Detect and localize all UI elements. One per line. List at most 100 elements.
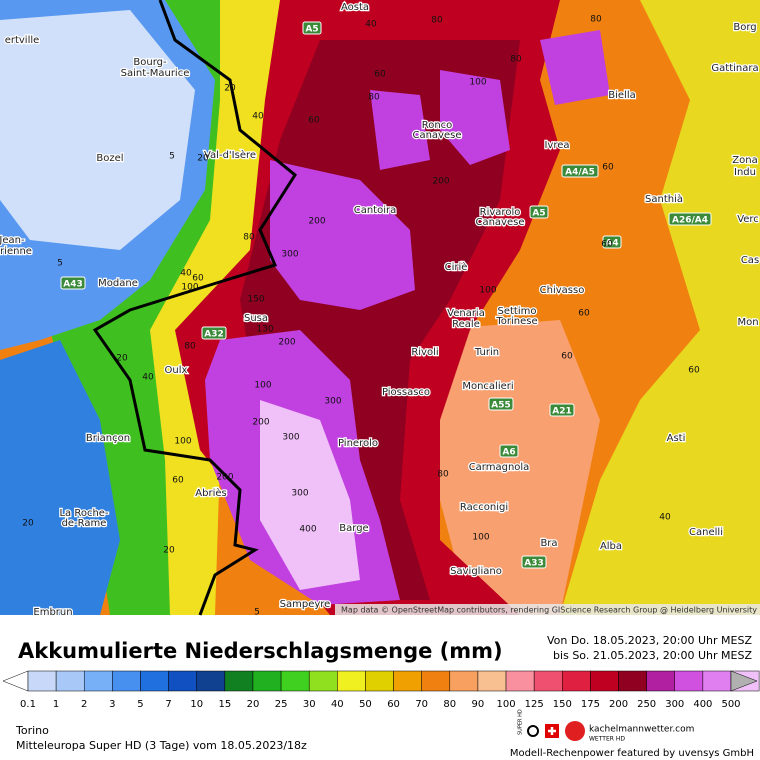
road-shield <box>561 164 599 178</box>
place-label: Biella <box>608 90 635 101</box>
place-label: Reale <box>452 319 480 330</box>
place-label: Val-d'Isère <box>204 149 256 161</box>
place-label: Chivasso <box>540 285 585 296</box>
legend-label: 5 <box>137 699 143 710</box>
attribution: Map data © OpenStreetMap contributors, r… <box>341 606 757 615</box>
road-shield <box>529 205 549 219</box>
place-label: Sampeyre <box>280 599 331 610</box>
yellow-zone <box>560 0 760 615</box>
contour-label: 80 <box>368 93 380 103</box>
contour-label: 80 <box>243 233 255 243</box>
place-label: Borg <box>733 22 756 33</box>
road-shield <box>302 21 322 35</box>
place-label: Turin <box>474 347 499 358</box>
road-label: A21 <box>552 407 572 417</box>
place-label: Bozel <box>96 153 123 164</box>
legend-label: 30 <box>303 699 316 710</box>
road-label: A5 <box>532 209 545 219</box>
salmon-zone <box>430 320 600 615</box>
contour-label: 200 <box>252 418 269 428</box>
contour-label: 20 <box>22 519 34 529</box>
contour-label: 40 <box>252 112 264 122</box>
road-shield <box>668 212 712 226</box>
place-label: Verc <box>737 214 759 225</box>
purple-blob <box>540 30 610 105</box>
place-label: Piossasco <box>382 387 430 398</box>
contour-label: 5 <box>254 608 260 618</box>
legend-label: 200 <box>609 699 628 710</box>
legend-swatch <box>224 670 254 692</box>
place-label: Ronco <box>422 120 453 131</box>
legend-swatch <box>646 670 676 692</box>
place-label: Mon <box>737 317 758 328</box>
road-label: A55 <box>491 401 511 411</box>
brand: kachelmannwetter.com <box>589 725 694 735</box>
place-label: Embrun <box>33 607 72 618</box>
place-label: Aosta <box>341 2 369 13</box>
place-label: Asti <box>667 433 686 444</box>
legend-label: 80 <box>443 699 456 710</box>
contour-label: 20 <box>116 354 128 364</box>
place-label: Rivoli <box>411 347 438 358</box>
model-run: Mitteleuropa Super HD (3 Tage) vom 18.05… <box>16 739 307 752</box>
contour-label: 80 <box>184 342 196 352</box>
contour-label: 100 <box>181 283 198 293</box>
super-hd: SUPER HD <box>518 709 524 735</box>
lightpurple-blob <box>260 400 360 590</box>
place-label: Saint-Maurice <box>121 68 190 79</box>
road-shield <box>521 555 547 569</box>
contour-label: 60 <box>602 163 614 173</box>
legend-label: 1 <box>53 699 59 710</box>
legend-label: 250 <box>637 699 656 710</box>
swiss-cross <box>548 727 556 735</box>
place-label: Savigliano <box>450 566 502 577</box>
contour-label: 150 <box>247 295 264 305</box>
legend-label: 500 <box>721 699 740 710</box>
road-shield <box>488 397 514 411</box>
contour-label: 60 <box>561 352 573 362</box>
contour-label: 200 <box>278 338 295 348</box>
road-shield <box>602 235 622 249</box>
contour-label: 80 <box>437 470 449 480</box>
place-label: Ivrea <box>544 140 569 151</box>
legend-swatch <box>337 670 366 692</box>
legend-swatch <box>112 670 141 692</box>
place-label: Moncalieri <box>462 381 513 392</box>
legend-swatch <box>83 670 113 692</box>
place-label: Settimo <box>498 306 537 317</box>
contour-label: 80 <box>510 55 522 65</box>
place-label: Zona <box>732 155 757 166</box>
contour-label: 200 <box>308 217 325 227</box>
legend-swatch <box>674 670 704 692</box>
attribution-bg <box>335 604 760 615</box>
legend-swatch <box>533 670 563 692</box>
contour-label: 100 <box>479 286 496 296</box>
road-label: A4/A5 <box>565 168 595 178</box>
road-label: A33 <box>524 559 544 569</box>
road-label: A6 <box>502 448 515 458</box>
contour-label: 60 <box>374 70 386 80</box>
road-label: A5 <box>305 25 318 35</box>
place-label: Indu <box>734 167 756 178</box>
place-label: Susa <box>244 313 268 324</box>
contour-label: 60 <box>688 366 700 376</box>
legend-label: 20 <box>247 699 260 710</box>
lightblue-zone <box>0 10 195 250</box>
legend-label: 3 <box>109 699 115 710</box>
legend-arrow-right <box>730 670 758 692</box>
contour-label: 200 <box>432 177 449 187</box>
place-label: Ciriè <box>445 261 468 273</box>
contour-label: 20 <box>163 546 175 556</box>
sponsor: Modell-Rechenpower featured by uvensys G… <box>510 748 754 759</box>
legend-swatch <box>27 670 57 692</box>
contour-label: 130 <box>256 325 273 335</box>
period-from: Von Do. 18.05.2023, 20:00 Uhr MESZ <box>547 634 753 647</box>
place-label: Modane <box>98 278 138 289</box>
road-label: A4 <box>605 239 618 249</box>
place-label: ertville <box>5 35 40 46</box>
place-label: Canelli <box>689 527 723 538</box>
legend-swatch <box>702 670 732 692</box>
contour-label: 300 <box>324 397 341 407</box>
legend-swatch <box>477 670 507 692</box>
contour-label: 200 <box>216 473 233 483</box>
